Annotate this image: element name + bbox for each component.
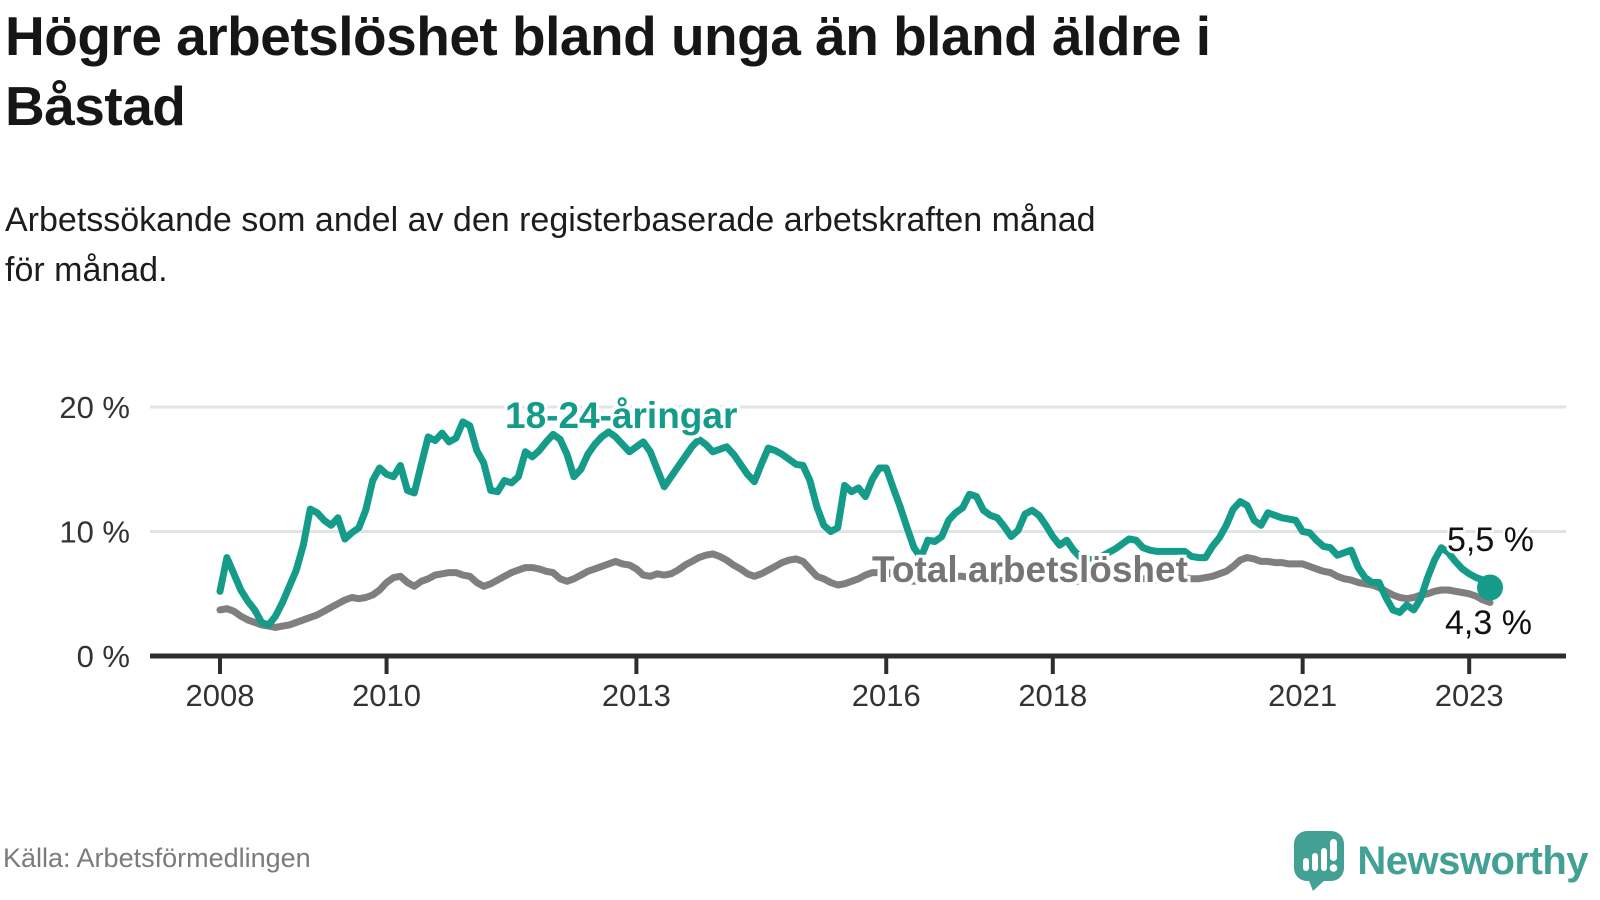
subtitle-line-2: för månad. (5, 250, 168, 289)
brand-logo: Newsworthy (1293, 830, 1588, 892)
brand-name: Newsworthy (1357, 838, 1588, 883)
x-tick-label: 2021 (1268, 678, 1337, 713)
bar-chart-speech-bubble-icon (1294, 831, 1345, 891)
page-title: Högre arbetslöshet bland unga än bland ä… (5, 2, 1565, 142)
title-line-1: Högre arbetslöshet bland unga än bland ä… (5, 5, 1211, 67)
x-tick-label: 2018 (1018, 678, 1087, 713)
source-note: Källa: Arbetsförmedlingen (3, 843, 311, 873)
line-chart: 2008 2010 2013 2016 2018 2021 2023 0 % 10 % 20 % (0, 360, 1600, 740)
end-value-label-youth: 5,5 % (1447, 521, 1534, 559)
series-line-youth (216, 418, 1494, 629)
x-tick-label: 2016 (852, 678, 921, 713)
x-tick-label: 2008 (186, 678, 255, 713)
series-line-total (216, 550, 1494, 631)
x-tick-label: 2013 (602, 678, 671, 713)
chart-subtitle: Arbetssökande som andel av den registerb… (5, 196, 1545, 296)
series-label-total: Total arbetslöshet (872, 549, 1188, 590)
chart-svg: 2008 2010 2013 2016 2018 2021 2023 0 % 10 % 20 % (59, 390, 1566, 713)
series-label-youth: 18-24-åringar (505, 395, 738, 436)
x-tick-label: 2023 (1435, 678, 1504, 713)
y-tick-label: 10 % (59, 515, 130, 550)
title-line-2: Båstad (5, 74, 186, 137)
subtitle-line-1: Arbetssökande som andel av den registerb… (5, 201, 1096, 239)
y-tick-label: 20 % (59, 390, 130, 425)
latest-value-dot (1477, 574, 1504, 601)
x-tick-label: 2010 (352, 678, 421, 713)
end-value-label-total: 4,3 % (1445, 604, 1532, 642)
y-tick-label: 0 % (77, 639, 130, 674)
